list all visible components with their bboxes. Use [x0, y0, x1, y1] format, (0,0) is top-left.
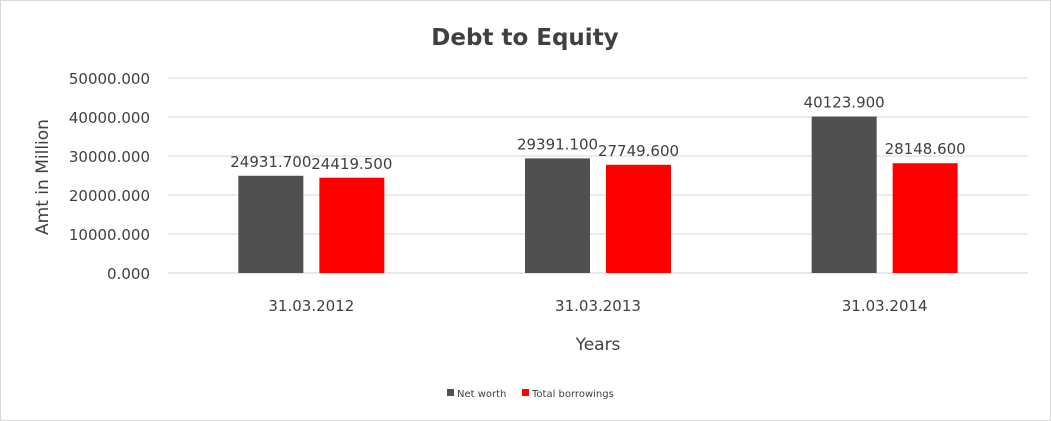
data-labels: 24931.700 24419.500 29391.100 27749.600 4012…	[230, 94, 965, 173]
bar-total-borrowings	[892, 163, 958, 273]
bars	[238, 116, 958, 274]
y-axis-label: Amt in Million	[33, 119, 53, 235]
bar-net-worth	[525, 158, 590, 273]
legend-label: Net worth	[457, 389, 506, 400]
bar-net-worth	[238, 175, 304, 273]
y-tick-label: 0.000	[107, 265, 150, 283]
y-tick-label: 10000.000	[69, 226, 150, 244]
data-label: 27749.600	[598, 142, 679, 160]
bar-net-worth	[811, 116, 877, 274]
y-axis-ticks: 0.000 10000.000 20000.000 30000.000 40000.00…	[69, 70, 150, 283]
data-label: 40123.900	[804, 94, 885, 112]
data-label: 28148.600	[885, 140, 966, 158]
y-tick-label: 50000.000	[69, 70, 150, 88]
x-axis-ticks: 31.03.2012 31.03.2013 31.03.2014	[268, 297, 927, 315]
legend-label: Total borrowings	[531, 389, 614, 400]
x-tick-label: 31.03.2013	[555, 297, 641, 315]
data-label: 24419.500	[311, 155, 392, 173]
data-label: 29391.100	[517, 135, 598, 153]
x-tick-label: 31.03.2012	[268, 297, 354, 315]
legend-swatch-net-worth	[447, 389, 454, 396]
gridlines	[168, 77, 1028, 274]
legend-swatch-total-borrowings	[522, 389, 529, 396]
bar-total-borrowings	[606, 164, 671, 273]
legend: Net worth Total borrowings	[447, 389, 614, 400]
x-axis-label: Years	[575, 335, 621, 355]
y-tick-label: 40000.000	[69, 109, 150, 127]
bar-total-borrowings	[319, 177, 385, 273]
x-tick-label: 31.03.2014	[842, 297, 928, 315]
data-label: 24931.700	[230, 153, 311, 171]
y-tick-label: 30000.000	[69, 148, 150, 166]
chart-title: Debt to Equity	[431, 25, 618, 51]
y-tick-label: 20000.000	[69, 187, 150, 205]
